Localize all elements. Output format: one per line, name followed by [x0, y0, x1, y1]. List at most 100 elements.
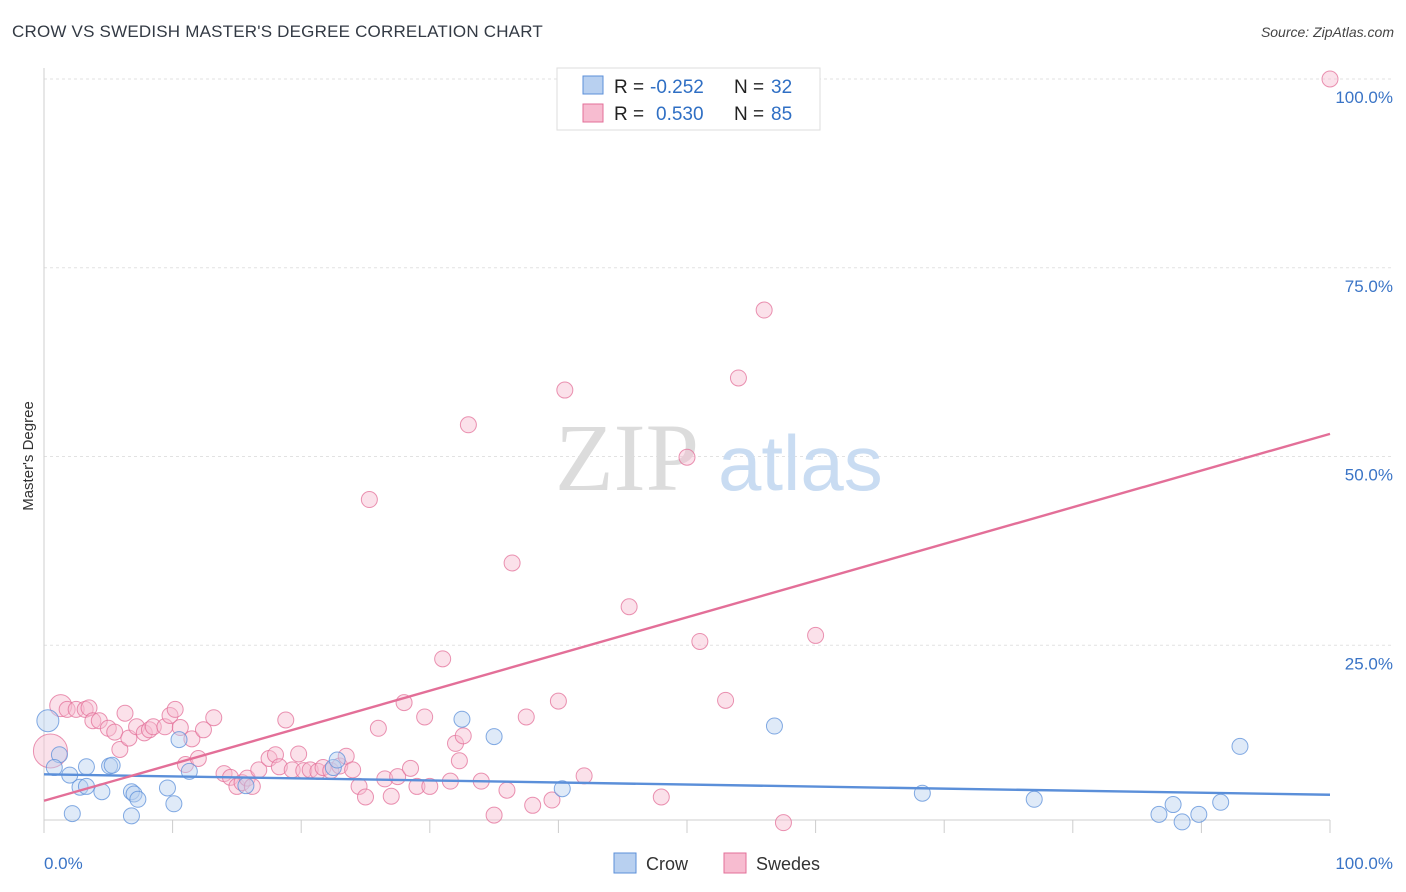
- swedes-point: [277, 711, 295, 729]
- crow-r-label: R =: [614, 77, 644, 98]
- crow-point: [237, 777, 255, 795]
- watermark-zip: ZIP: [555, 404, 699, 511]
- x-tick-labels: 0.0% 100.0%: [44, 854, 1393, 873]
- y-axis-label: Master's Degree: [20, 401, 37, 511]
- chart-title: CROW VS SWEDISH MASTER'S DEGREE CORRELAT…: [12, 22, 543, 41]
- x-tick-label-1: 100.0%: [1335, 854, 1393, 873]
- swedes-point: [450, 752, 468, 770]
- crow-n-value: 32: [771, 77, 792, 98]
- swedes-point: [337, 747, 355, 765]
- crow-n-label: N =: [734, 77, 764, 98]
- crow-point: [485, 728, 503, 746]
- swedes-trend-line: [43, 432, 1331, 802]
- swedes-point: [369, 719, 387, 737]
- swedes-point: [156, 718, 174, 736]
- swedes-point: [116, 704, 134, 722]
- crow-point: [765, 717, 783, 735]
- crow-point: [50, 746, 68, 764]
- swedes-r-label: R =: [614, 104, 644, 125]
- crow-point: [1231, 737, 1249, 755]
- y-tick-label-2: 75.0%: [1345, 277, 1393, 296]
- crow-point: [328, 751, 346, 769]
- y-tick-label-1: 50.0%: [1345, 466, 1393, 485]
- swedes-point: [434, 650, 452, 668]
- swedes-point: [382, 787, 400, 805]
- swedes-point: [416, 708, 434, 726]
- swedes-point: [49, 694, 73, 718]
- swedes-point: [194, 721, 212, 739]
- x-ticks: [43, 820, 1331, 833]
- crow-point: [103, 756, 121, 774]
- swedes-r-value: 0.530: [656, 104, 704, 125]
- crow-point: [1164, 796, 1182, 814]
- trend-lines: [43, 432, 1331, 802]
- swedes-point: [459, 416, 477, 434]
- watermark: ZIP atlas: [555, 404, 883, 511]
- swedes-point: [80, 699, 98, 717]
- crow-legend-label: Crow: [646, 854, 689, 874]
- x-tick-label-0: 0.0%: [44, 854, 83, 873]
- swedes-point: [32, 733, 68, 769]
- swedes-point: [360, 491, 378, 509]
- swedes-point: [503, 554, 521, 572]
- swedes-point: [717, 691, 735, 709]
- crow-trend-line: [43, 773, 1331, 796]
- y-tick-label-3: 100.0%: [1335, 88, 1393, 107]
- crow-point: [77, 758, 95, 776]
- crow-point: [129, 790, 147, 808]
- series-legend: Crow Swedes: [613, 852, 820, 874]
- swedes-point: [166, 700, 184, 718]
- crow-point: [180, 762, 198, 780]
- swedes-point: [290, 745, 308, 763]
- swedes-point: [691, 632, 709, 650]
- swedes-point: [171, 719, 189, 737]
- crow-r-value: -0.252: [650, 77, 704, 98]
- swedes-point: [84, 712, 102, 730]
- swedes-point: [454, 727, 472, 745]
- crow-point: [165, 795, 183, 813]
- swedes-point: [357, 788, 374, 806]
- swedes-point: [205, 709, 223, 727]
- swedes-point: [183, 730, 201, 748]
- stats-legend: R = -0.252 N = 32 R = 0.530 N = 85: [556, 67, 821, 131]
- y-tick-labels: 25.0% 50.0% 75.0% 100.0%: [1335, 88, 1393, 673]
- swedes-legend-label: Swedes: [756, 854, 820, 874]
- crow-point: [1173, 813, 1191, 831]
- crow-point: [45, 759, 63, 777]
- swedes-point: [344, 761, 362, 779]
- swedes-point: [575, 767, 593, 785]
- swedes-point: [549, 692, 567, 710]
- swedes-point: [543, 791, 561, 809]
- crow-point: [122, 807, 140, 825]
- swedes-point: [135, 724, 153, 742]
- crow-point: [1150, 805, 1168, 823]
- crow-point: [553, 780, 571, 798]
- source-credit: Source: ZipAtlas.com: [1260, 24, 1394, 40]
- swedes-point: [620, 598, 638, 616]
- swedes-point: [755, 301, 773, 319]
- swedes-point: [408, 777, 426, 795]
- watermark-atlas: atlas: [718, 419, 883, 507]
- crow-legend-marker: [613, 852, 637, 874]
- swedes-point: [774, 814, 792, 832]
- y-tick-label-0: 25.0%: [1345, 654, 1393, 673]
- swedes-point: [67, 700, 85, 718]
- grid-lines: [44, 78, 1392, 646]
- crow-point: [63, 805, 81, 823]
- crow-point: [1190, 805, 1208, 823]
- swedes-point: [111, 740, 129, 758]
- crow-legend-swatch: [582, 75, 604, 95]
- crow-point: [1025, 790, 1043, 808]
- swedes-point: [807, 626, 825, 644]
- swedes-point: [517, 708, 535, 726]
- swedes-point: [485, 806, 503, 824]
- swedes-point: [421, 777, 439, 795]
- crow-point: [158, 779, 176, 797]
- crow-point: [1212, 793, 1230, 811]
- swedes-n-value: 85: [771, 104, 792, 125]
- swedes-point: [106, 723, 124, 741]
- swedes-point: [270, 758, 288, 776]
- swedes-point: [498, 781, 516, 799]
- crow-point: [453, 710, 471, 728]
